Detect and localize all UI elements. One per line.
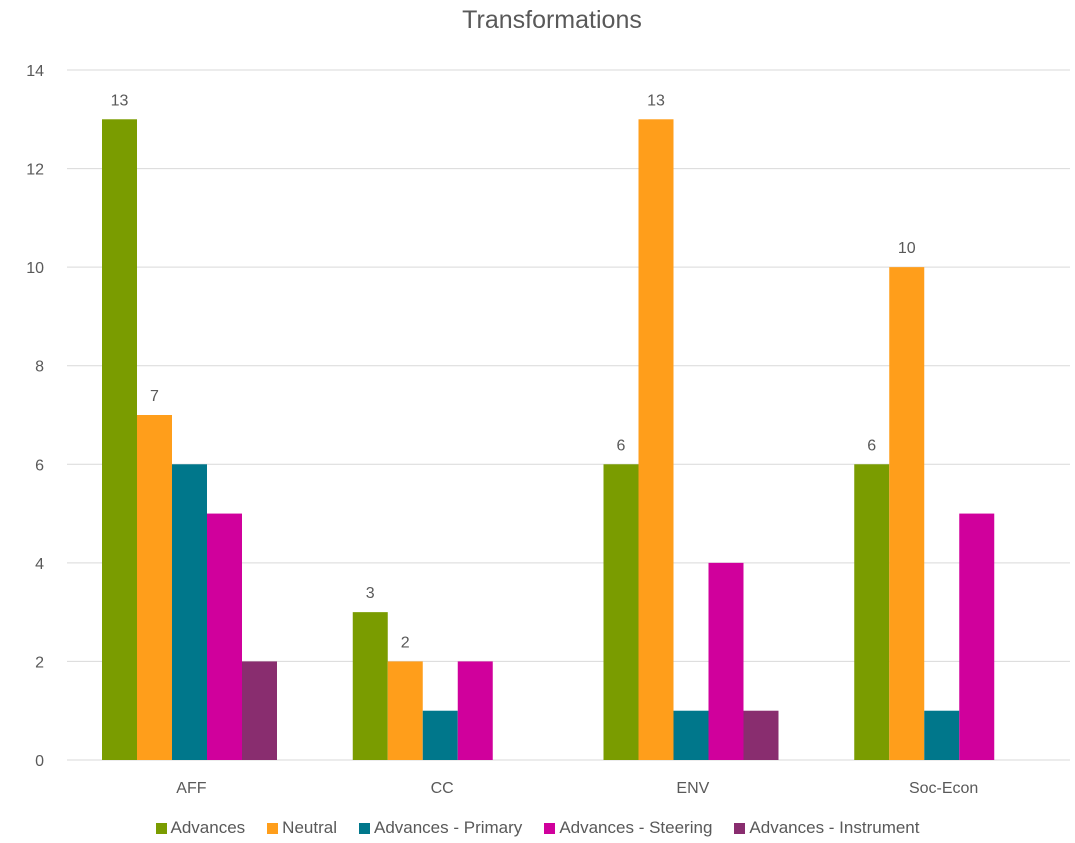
- y-tick-label: 0: [35, 753, 44, 770]
- y-tick-label: 14: [26, 63, 44, 80]
- bar: [102, 119, 137, 761]
- legend-label: Advances - Steering: [559, 818, 713, 837]
- y-tick-label: 8: [35, 359, 44, 376]
- y-tick-label: 10: [26, 260, 44, 277]
- legend-label: Neutral: [282, 818, 337, 837]
- legend-item: Advances: [155, 818, 246, 838]
- legend-item: Neutral: [267, 818, 337, 838]
- legend-swatch: [544, 822, 556, 834]
- x-tick-label: AFF: [176, 780, 206, 797]
- data-label: 13: [111, 92, 129, 109]
- bar: [422, 710, 458, 760]
- legend-swatch: [155, 822, 167, 834]
- x-tick-label: ENV: [676, 780, 709, 797]
- y-tick-label: 12: [26, 162, 44, 179]
- data-label: 6: [867, 437, 876, 454]
- legend-swatch: [267, 822, 279, 834]
- x-tick-label: Soc-Econ: [909, 780, 978, 797]
- data-label: 6: [617, 437, 626, 454]
- bar: [638, 119, 674, 761]
- bar: [352, 612, 388, 760]
- bar: [743, 710, 779, 760]
- bar: [457, 661, 493, 760]
- bars: [102, 119, 995, 761]
- legend-label: Advances - Primary: [373, 818, 523, 837]
- legend-label: Advances: [170, 818, 246, 837]
- y-axis-tick-labels: 0 2 4 6 8 10 12 14: [26, 63, 44, 770]
- legend-item: Advances - Steering: [544, 818, 712, 838]
- legend-item: Advances - Primary: [358, 818, 523, 838]
- x-tick-label: CC: [431, 780, 454, 797]
- data-label: 2: [401, 634, 410, 651]
- data-label: 3: [366, 585, 375, 602]
- data-label: 10: [898, 240, 916, 257]
- data-label: 13: [647, 92, 665, 109]
- legend-item: Advances - Instrument: [734, 818, 919, 838]
- bar: [924, 710, 960, 760]
- bar: [673, 710, 709, 760]
- bar: [889, 267, 925, 760]
- bar: [207, 513, 242, 760]
- bar: [387, 661, 423, 760]
- bar: [603, 464, 639, 760]
- chart-title: Transformations: [462, 6, 642, 34]
- legend-label: Advances - Instrument: [749, 818, 920, 837]
- data-label: 7: [150, 388, 159, 405]
- y-tick-label: 6: [35, 457, 44, 474]
- bar: [172, 464, 207, 760]
- x-axis-category-labels: AFF CC ENV Soc-Econ: [176, 780, 978, 797]
- legend: Advances Neutral Advances - Primary Advance…: [0, 818, 1075, 838]
- legend-swatch: [734, 822, 746, 834]
- data-labels: 13 7 3 2 6 13 6 10: [111, 92, 916, 651]
- bar: [708, 562, 744, 760]
- y-tick-label: 4: [35, 556, 44, 573]
- bar: [137, 415, 172, 760]
- bar: [959, 513, 995, 760]
- bar: [242, 661, 277, 760]
- legend-swatch: [358, 822, 370, 834]
- y-tick-label: 2: [35, 654, 44, 671]
- bar: [854, 464, 890, 760]
